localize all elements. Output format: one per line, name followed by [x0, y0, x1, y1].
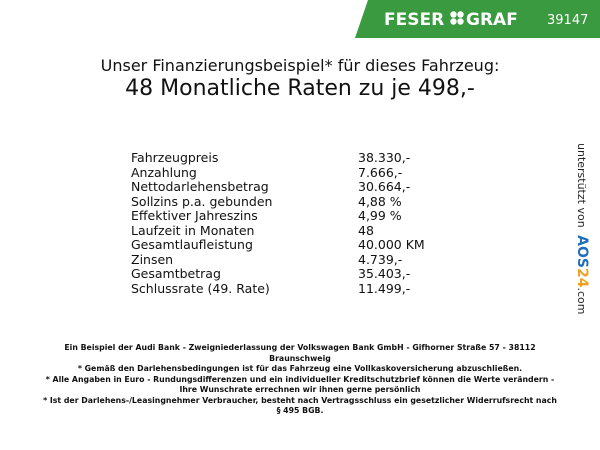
sponsor-brand-b: 24 — [574, 268, 590, 288]
banner-bg — [355, 0, 600, 38]
row-value: 38.330,- — [358, 150, 411, 165]
sponsor-brand-a: AOS — [574, 235, 590, 268]
row-label: Nettodarlehensbetrag — [131, 179, 269, 194]
table-row: Fahrzeugpreis 38.330,- — [131, 150, 410, 166]
table-row: Effektiver Jahreszins 4,99 % — [131, 208, 402, 224]
banner: FESER GRAF 39147 — [355, 0, 600, 38]
row-label: Sollzins p.a. gebunden — [131, 193, 273, 209]
title: Unser Finanzierungsbeispiel* für dieses … — [100, 56, 500, 75]
footnotes: Ein Beispiel der Audi Bank - Zweignieder… — [40, 343, 560, 417]
sponsor-suffix: .com — [575, 287, 588, 314]
brand-left: FESER — [384, 10, 444, 30]
code: 39147 — [547, 13, 588, 28]
table-row: Zinsen 4.739,- — [131, 251, 402, 268]
row-label: Laufzeit in Monaten — [131, 222, 255, 238]
footnote: * Alle Angaben in Euro - Rundungsdiffere… — [45, 374, 555, 395]
headline: 48 Monatliche Raten zu je 498,- — [125, 76, 475, 101]
row-value: 40.000 KM — [358, 237, 425, 252]
row-label: Schlussrate (49. Rate) — [131, 280, 270, 296]
sponsor-text: unterstützt von AOS24.com — [574, 143, 590, 314]
row-value: 35.403,- — [358, 266, 411, 281]
row-label: Gesamtbetrag — [131, 266, 221, 281]
footnote: * Gemäß den Darlehensbedingungen ist für… — [77, 364, 523, 373]
row-label: Effektiver Jahreszins — [131, 208, 258, 223]
table-row: Schlussrate (49. Rate) 11.499,- — [131, 280, 410, 297]
sponsor: unterstützt von AOS24.com — [574, 143, 590, 314]
row-value: 7.666,- — [358, 164, 403, 180]
row-label: Zinsen — [131, 251, 174, 267]
row-label: Anzahlung — [131, 164, 197, 180]
row-value: 11.499,- — [358, 280, 411, 296]
row-value: 4,99 % — [358, 208, 402, 223]
row-value: 48 — [358, 222, 374, 238]
row-label: Gesamtlaufleistung — [131, 237, 253, 252]
table-row: Anzahlung 7.666,- — [131, 164, 402, 181]
table-row: Laufzeit in Monaten 48 — [131, 222, 374, 239]
table-row: Sollzins p.a. gebunden 4,88 % — [131, 193, 402, 210]
sponsor-prefix: unterstützt von — [575, 143, 588, 228]
row-label: Fahrzeugpreis — [131, 150, 219, 165]
row-value: 4.739,- — [358, 251, 403, 267]
row-value: 4,88 % — [358, 193, 402, 209]
table-row: Gesamtbetrag 35.403,- — [131, 266, 410, 282]
footnote: Ein Beispiel der Audi Bank - Zweignieder… — [64, 343, 536, 363]
brand-right: GRAF — [466, 10, 518, 30]
table-row: Gesamtlaufleistung 40.000 KM — [131, 237, 425, 253]
brand-icon — [450, 11, 464, 25]
table-row: Nettodarlehensbetrag 30.664,- — [131, 179, 410, 195]
footnote: * Ist der Darlehens-/Leasingnehmer Verbr… — [43, 395, 557, 416]
row-value: 30.664,- — [358, 179, 411, 194]
